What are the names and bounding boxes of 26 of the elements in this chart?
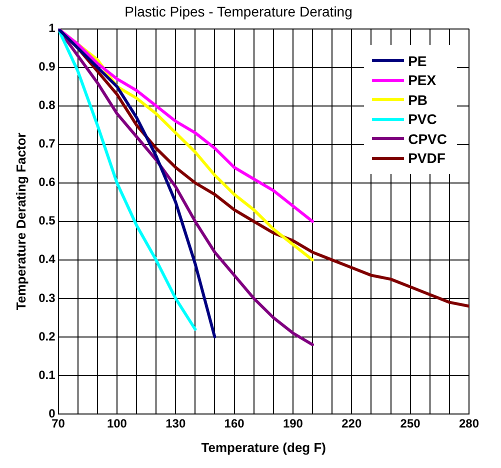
legend-label: PB bbox=[408, 92, 428, 108]
y-tick-label: 0.9 bbox=[38, 60, 56, 74]
x-tick-label: 220 bbox=[342, 416, 362, 431]
x-tick-label: 250 bbox=[400, 416, 421, 431]
legend-label: PEX bbox=[408, 72, 436, 88]
y-tick-label: 0.5 bbox=[38, 214, 56, 228]
y-tick-label: 0.6 bbox=[38, 175, 56, 190]
y-tick-label: 0.2 bbox=[38, 329, 56, 344]
legend-label: PE bbox=[408, 52, 427, 69]
legend-label: PVDF bbox=[408, 150, 446, 166]
x-tick-label: 160 bbox=[224, 416, 245, 431]
y-tick-label: 1 bbox=[48, 21, 56, 36]
legend-label: PVC bbox=[408, 111, 437, 128]
x-tick-label: 190 bbox=[282, 416, 304, 431]
y-axis-title: Temperature Derating Factor bbox=[13, 132, 28, 310]
chart-title: Plastic Pipes - Temperature Derating bbox=[124, 3, 352, 20]
y-tick-label: 0.8 bbox=[38, 98, 56, 112]
x-tick-label: 130 bbox=[166, 416, 186, 431]
y-tick-label: 0.3 bbox=[38, 290, 56, 305]
x-tick-label: 280 bbox=[458, 416, 480, 431]
x-axis-title: Temperature (deg F) bbox=[201, 440, 326, 455]
x-tick-label: 100 bbox=[106, 416, 128, 431]
y-tick-label: 0.7 bbox=[38, 136, 56, 151]
y-tick-label: 0.1 bbox=[38, 368, 56, 382]
y-tick-label: 0.4 bbox=[38, 252, 56, 266]
legend-label: CPVC bbox=[408, 130, 447, 147]
